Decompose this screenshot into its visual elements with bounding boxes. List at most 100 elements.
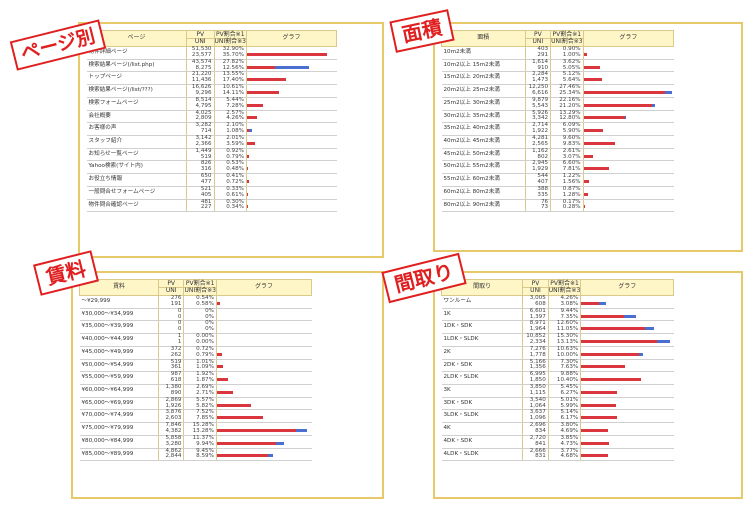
pv-ratio: 10.63% <box>556 345 579 352</box>
uni-bar <box>247 167 249 171</box>
table-row: 物件詳細ページ 51,530 23,577 32.90% 35.70% <box>86 46 337 60</box>
uni-bar <box>581 301 600 305</box>
row-graph <box>582 135 674 149</box>
col-header-label: ページ <box>86 30 187 47</box>
header-pv-ratio: PV割合※1 <box>552 30 582 38</box>
row-ratios: 1.22% 1.56% <box>550 173 584 187</box>
pv-ratio: 7.52% <box>196 409 214 416</box>
row-label: 検索フォームページ <box>86 97 187 111</box>
uni-bar <box>581 327 646 331</box>
uni-bar <box>216 416 264 420</box>
header-uni-ratio: UNI割合※3 <box>184 287 216 294</box>
row-graph <box>246 160 337 175</box>
uni-bar <box>583 167 609 171</box>
header-uni: UNI <box>523 287 548 294</box>
row-ratios: 9.44% 7.35% <box>547 308 581 322</box>
row-ratios: 13.55% 17.40% <box>213 71 247 86</box>
pv-count: 8,971 <box>529 320 546 327</box>
pv-ratio: 0.17% <box>562 198 581 205</box>
uni-ratio: 1.28% <box>562 191 581 198</box>
row-graph <box>580 435 674 449</box>
uni-bar <box>581 454 609 458</box>
pv-count: 4,862 <box>165 447 182 454</box>
uni-ratio: 0% <box>205 313 214 320</box>
pv-count: 76 <box>540 198 549 205</box>
pv-count: 0 <box>177 307 182 314</box>
uni-count: 831 <box>535 453 546 460</box>
row-counts: 21,220 11,436 <box>186 72 214 86</box>
uni-count: 6,616 <box>532 90 549 97</box>
row-ratios: 0.17% 0.28% <box>550 198 584 213</box>
row-ratios: 15.30% 13.13% <box>547 333 581 347</box>
table-row: 60m2以上 80m2未満 388 335 0.87% 1.28% <box>441 186 674 200</box>
row-ratios: 3.80% 4.69% <box>547 422 581 436</box>
header-pv: PV <box>531 279 540 287</box>
pv-ratio: 9.88% <box>560 371 579 378</box>
table-row: 10m2未満 403 291 0.90% 1.00% <box>441 46 674 60</box>
row-graph <box>582 59 674 73</box>
row-counts: 5,858 3,280 <box>157 435 184 449</box>
row-counts: 2,720 841 <box>522 434 549 449</box>
pv-ratio: 15.30% <box>556 333 579 340</box>
row-graph <box>582 173 674 187</box>
pv-count: 544 <box>537 173 549 180</box>
uni-count: 361 <box>170 364 182 371</box>
uni-count: 73 <box>540 204 549 211</box>
table-row: 3DK・SDK 3,540 1,064 5.01% 5.99% <box>441 397 674 411</box>
row-ratios: 0.30% 0.34% <box>213 199 247 213</box>
pv-ratio: 5.44% <box>226 96 244 103</box>
pv-count: 2,720 <box>529 434 546 441</box>
row-graph <box>580 371 674 386</box>
uni-count: 2,366 <box>195 140 212 147</box>
pv-count: 2,666 <box>529 447 546 454</box>
pv-ratio: 5.12% <box>562 71 581 78</box>
uni-ratio: 0.72% <box>226 179 244 186</box>
uni-bar <box>247 65 276 69</box>
row-counts: 16,626 9,296 <box>186 84 214 98</box>
uni-ratio: 10.00% <box>556 351 579 358</box>
pv-count: 1,162 <box>532 147 549 154</box>
pv-ratio: 13.55% <box>222 71 244 78</box>
table-row: ¥45,000～¥49,999 372 262 0.72% 0.79% <box>79 346 312 360</box>
uni-ratio: 0.34% <box>226 204 244 211</box>
uni-ratio: 11.05% <box>556 326 579 333</box>
row-ratios: 2.57% 4.26% <box>213 110 247 124</box>
row-label: 3DK・SDK <box>441 397 523 411</box>
uni-ratio: 0.58% <box>196 300 214 307</box>
row-ratios: 3.85% 4.73% <box>547 435 581 449</box>
row-counts: 276 191 <box>157 295 184 309</box>
row-counts: 2,696 834 <box>522 422 549 436</box>
row-label: ¥60,000～¥64,999 <box>79 384 159 398</box>
uni-count: 802 <box>537 153 549 160</box>
header-pv: PV <box>533 30 542 38</box>
row-ratios: 0% 0% <box>183 321 217 335</box>
col-header-label: 面積 <box>441 30 526 47</box>
row-label: ¥40,000～¥44,999 <box>79 333 159 347</box>
uni-bar <box>581 441 609 445</box>
uni-count: 834 <box>535 428 546 435</box>
uni-bar <box>247 154 249 158</box>
row-ratios: 0.54% 0.58% <box>183 295 217 309</box>
uni-ratio: 0.79% <box>226 153 244 160</box>
col-header-ratio: PV割合※1 UNI割合※3 <box>183 279 217 296</box>
col-header-graph: グラフ <box>580 279 675 296</box>
row-graph <box>582 160 674 175</box>
uni-bar <box>581 314 624 318</box>
uni-ratio: 21.20% <box>559 102 581 109</box>
row-ratios: 0.00% 0.00% <box>183 333 217 347</box>
uni-ratio: 1.09% <box>196 364 214 371</box>
row-label: 10m2以上 15m2未満 <box>441 59 526 73</box>
row-label: 検索結果ページ(/list/???) <box>86 84 187 98</box>
row-graph <box>215 384 312 398</box>
row-counts: 6,601 1,397 <box>522 308 549 322</box>
uni-count: 2,603 <box>165 415 182 422</box>
table-row: 15m2以上 20m2未満 2,284 1,473 5.12% 5.64% <box>441 71 674 86</box>
row-graph <box>580 384 674 398</box>
uni-bar <box>583 116 625 120</box>
row-label: 4LDK・SLDK <box>441 448 523 462</box>
row-ratios: 10.61% 14.11% <box>213 84 247 98</box>
row-ratios: 27.46% 25.34% <box>550 84 584 98</box>
row-graph <box>215 333 312 347</box>
uni-count: 1,778 <box>529 351 546 358</box>
table-row: 55m2以上 60m2未満 544 407 1.22% 1.56% <box>441 173 674 187</box>
